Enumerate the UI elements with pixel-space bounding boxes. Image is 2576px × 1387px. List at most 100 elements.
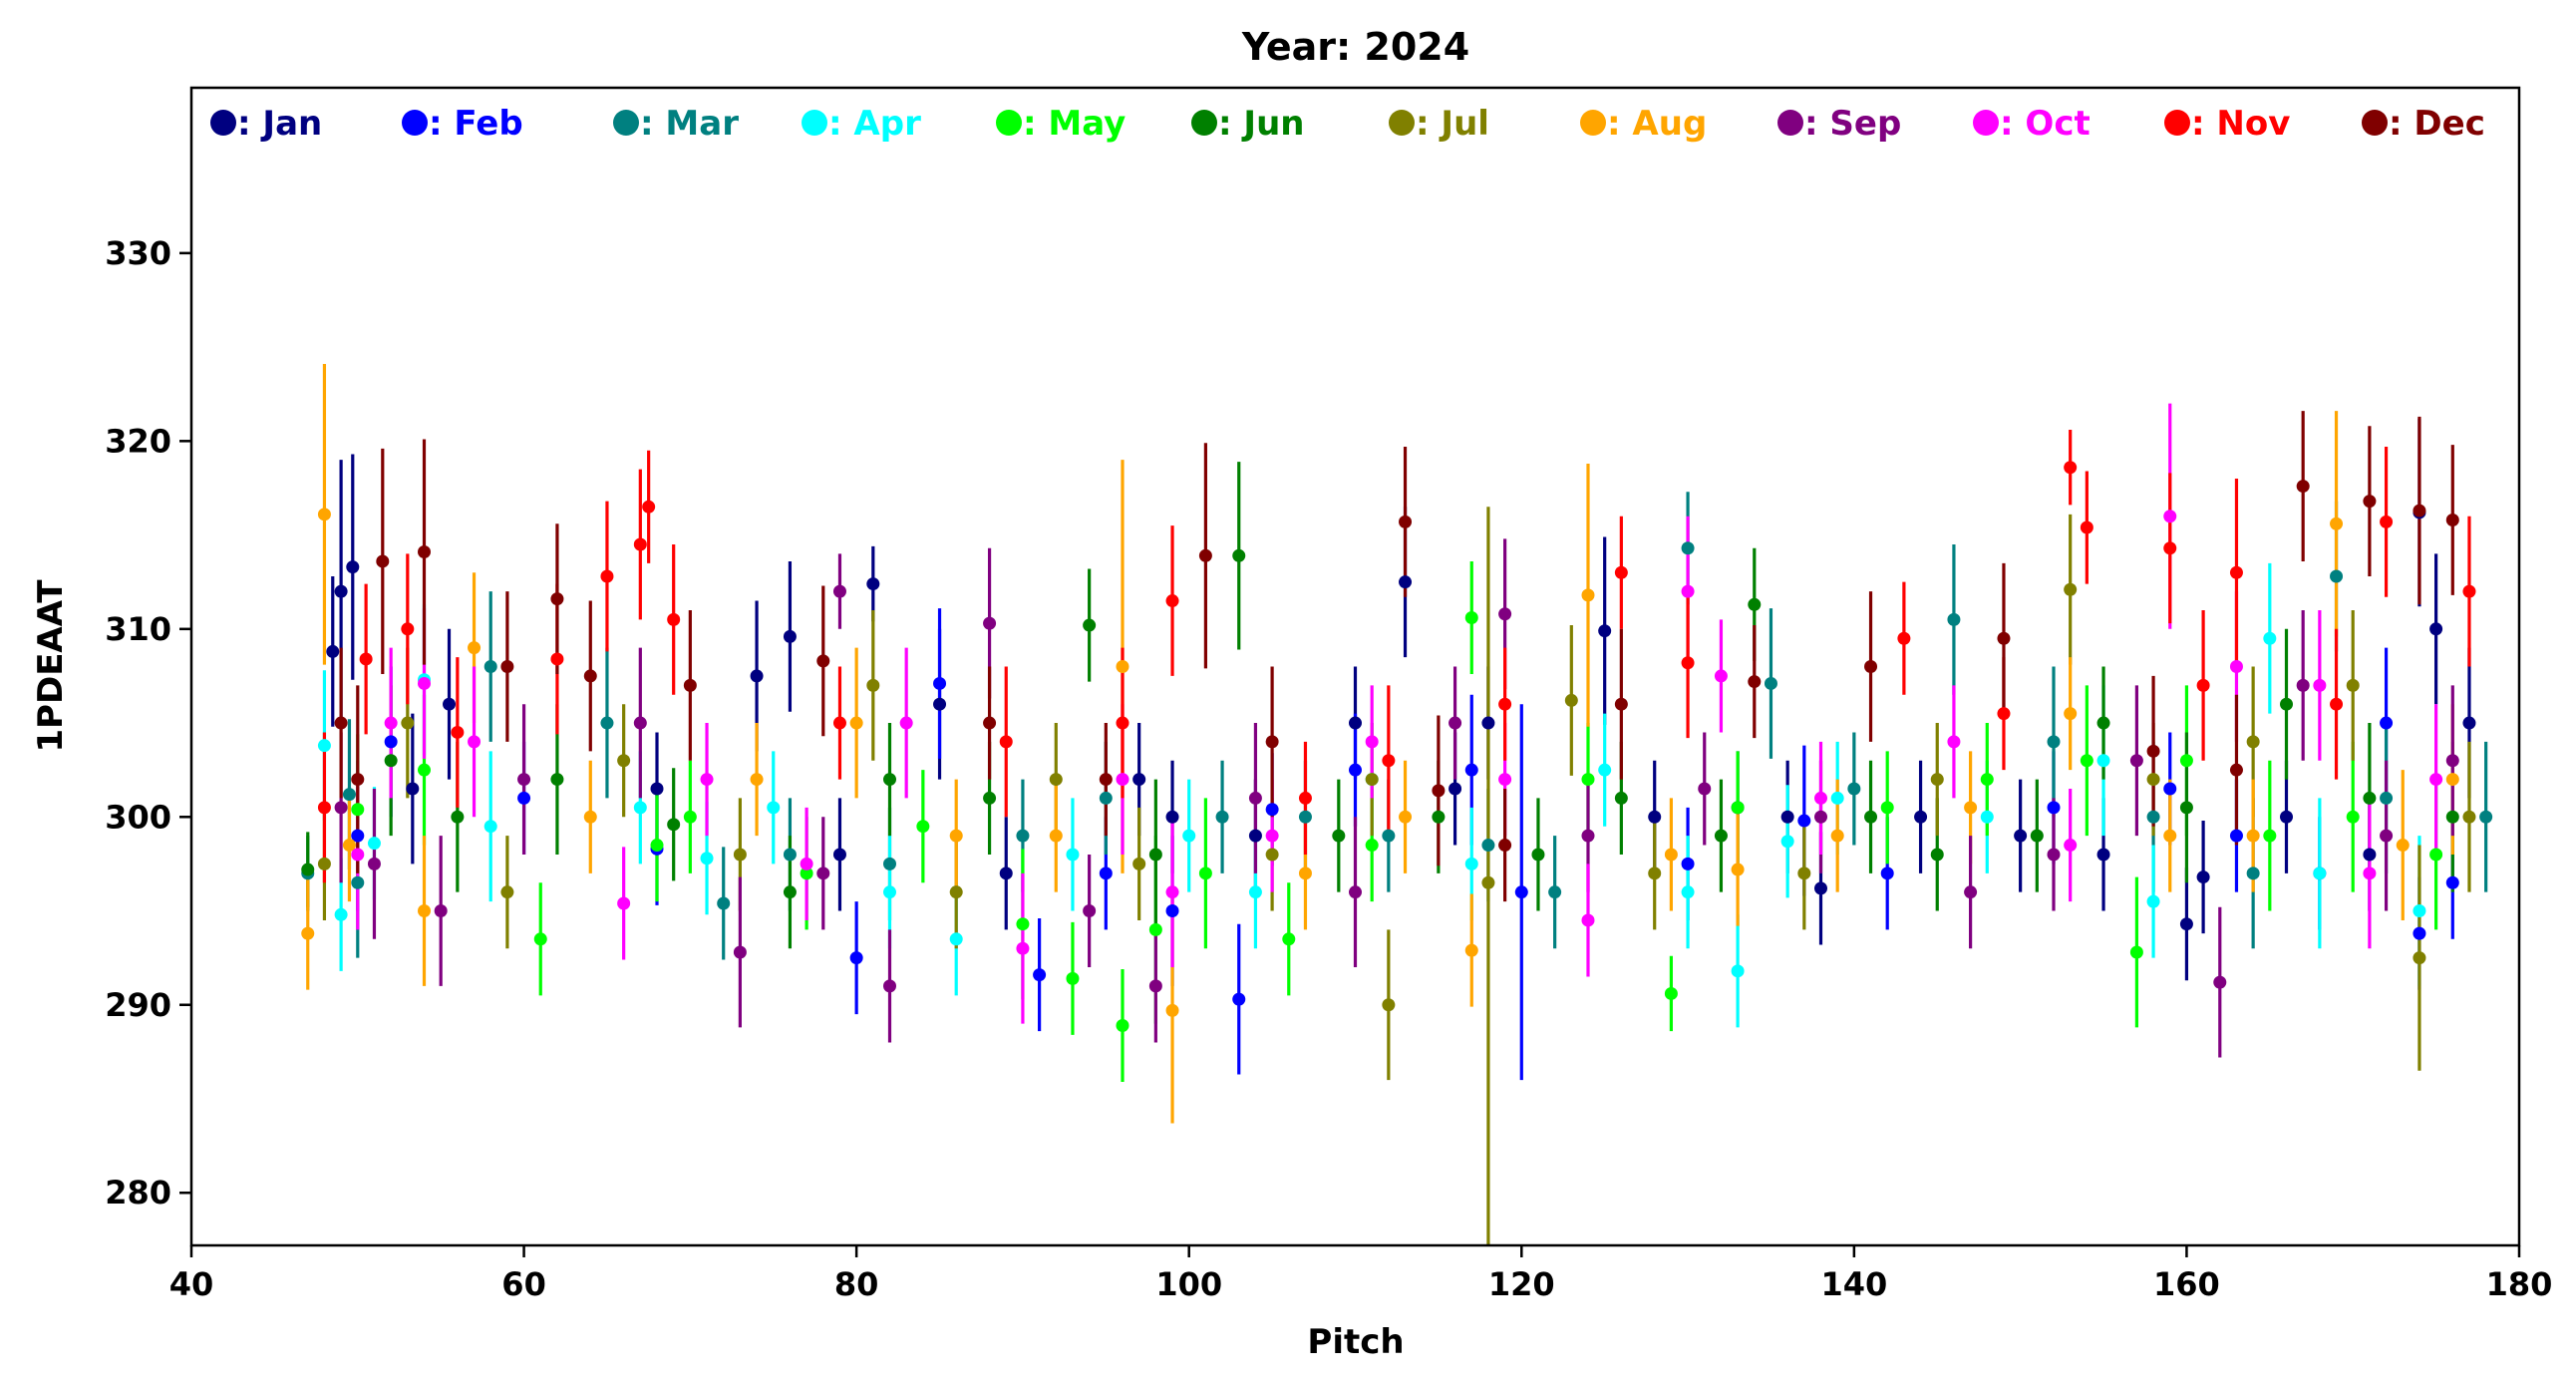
data-point [2380,791,2394,805]
y-axis-label: 1PDEAAT [31,579,71,753]
data-point [733,945,747,959]
data-point [717,896,731,910]
data-point [2047,848,2061,862]
data-point [1132,773,1146,787]
data-point [1165,1003,1179,1017]
data-point [1681,857,1695,870]
data-point [832,848,846,862]
data-point [443,697,457,711]
data-point [783,629,797,643]
data-point [2413,951,2426,965]
data-point [767,801,781,815]
data-point [2363,791,2377,805]
data-point [1797,814,1811,828]
data-point [2363,867,2377,880]
data-point [733,848,747,862]
data-point [2330,697,2344,711]
data-point [334,801,348,815]
data-point [633,716,647,730]
y-tick-label: 300 [105,798,171,836]
data-point [1066,848,1080,862]
data-point [1382,829,1396,843]
data-point [983,616,997,630]
legend: : Jan: Feb: Mar: Apr: May: Jun: Jul: Aug… [210,104,2485,144]
data-point [800,857,813,870]
data-point [883,979,896,993]
data-point [2445,513,2459,526]
data-point [2363,495,2377,509]
legend-marker [613,110,639,136]
data-point [1016,917,1030,931]
data-point [2296,480,2310,494]
data-point [1598,763,1612,777]
data-point [1598,624,1612,638]
data-point [2064,461,2078,475]
data-point [301,863,315,876]
data-point [617,754,631,768]
data-point [1464,610,1478,624]
data-point [2479,810,2493,824]
legend-marker [2362,110,2388,136]
data-point [2413,504,2426,518]
legend-label: : Mar [640,104,739,144]
data-point [1116,716,1129,730]
data-point [1498,839,1512,853]
data-point [1581,773,1595,787]
legend-marker [1580,110,1606,136]
points-layer [301,461,2493,1032]
plot-frame [189,86,2521,1247]
legend-marker [996,110,1022,136]
data-point [583,810,597,824]
data-point [816,654,830,668]
legend-label: : Feb [429,104,523,144]
data-point [2229,763,2243,777]
data-point [1681,584,1695,598]
data-point [700,773,714,787]
data-point [2146,810,2160,824]
data-point [1997,631,2011,645]
data-point [899,716,913,730]
legend-label: : Sep [1804,104,1901,144]
x-tick-label: 160 [2153,1265,2220,1303]
data-point [1780,810,1794,824]
legend-marker [402,110,428,136]
data-point [667,818,681,832]
data-point [1864,660,1878,673]
data-point [2246,829,2260,843]
data-point [1614,791,1628,805]
data-point [334,584,348,598]
legend-label: : Apr [828,104,921,144]
data-point [1681,656,1695,670]
data-point [1980,810,1994,824]
data-point [1298,867,1312,880]
data-point [1864,810,1878,824]
data-point [1165,885,1179,899]
data-point [1748,597,1762,611]
data-point [700,852,714,866]
data-point [1464,763,1478,777]
legend-marker [1777,110,1803,136]
data-point [384,716,398,730]
data-point [600,716,614,730]
data-point [351,803,365,817]
legend-label: : Jun [1218,104,1305,144]
legend-marker [1973,110,1999,136]
x-tick-label: 100 [1155,1265,1222,1303]
data-point [351,773,365,787]
data-point [1298,810,1312,824]
data-point [550,773,564,787]
data-point [2196,870,2210,884]
x-tick-label: 80 [834,1265,879,1303]
data-point [2229,829,2243,843]
legend-label: : May [1023,104,1126,144]
data-point [1198,867,1212,880]
data-point [583,669,597,683]
data-point [1016,829,1030,843]
data-point [2064,582,2078,596]
data-point [1148,922,1162,936]
data-point [832,716,846,730]
data-point [1365,735,1379,749]
data-point [633,537,647,551]
data-point [517,791,531,805]
data-point [1432,810,1446,824]
